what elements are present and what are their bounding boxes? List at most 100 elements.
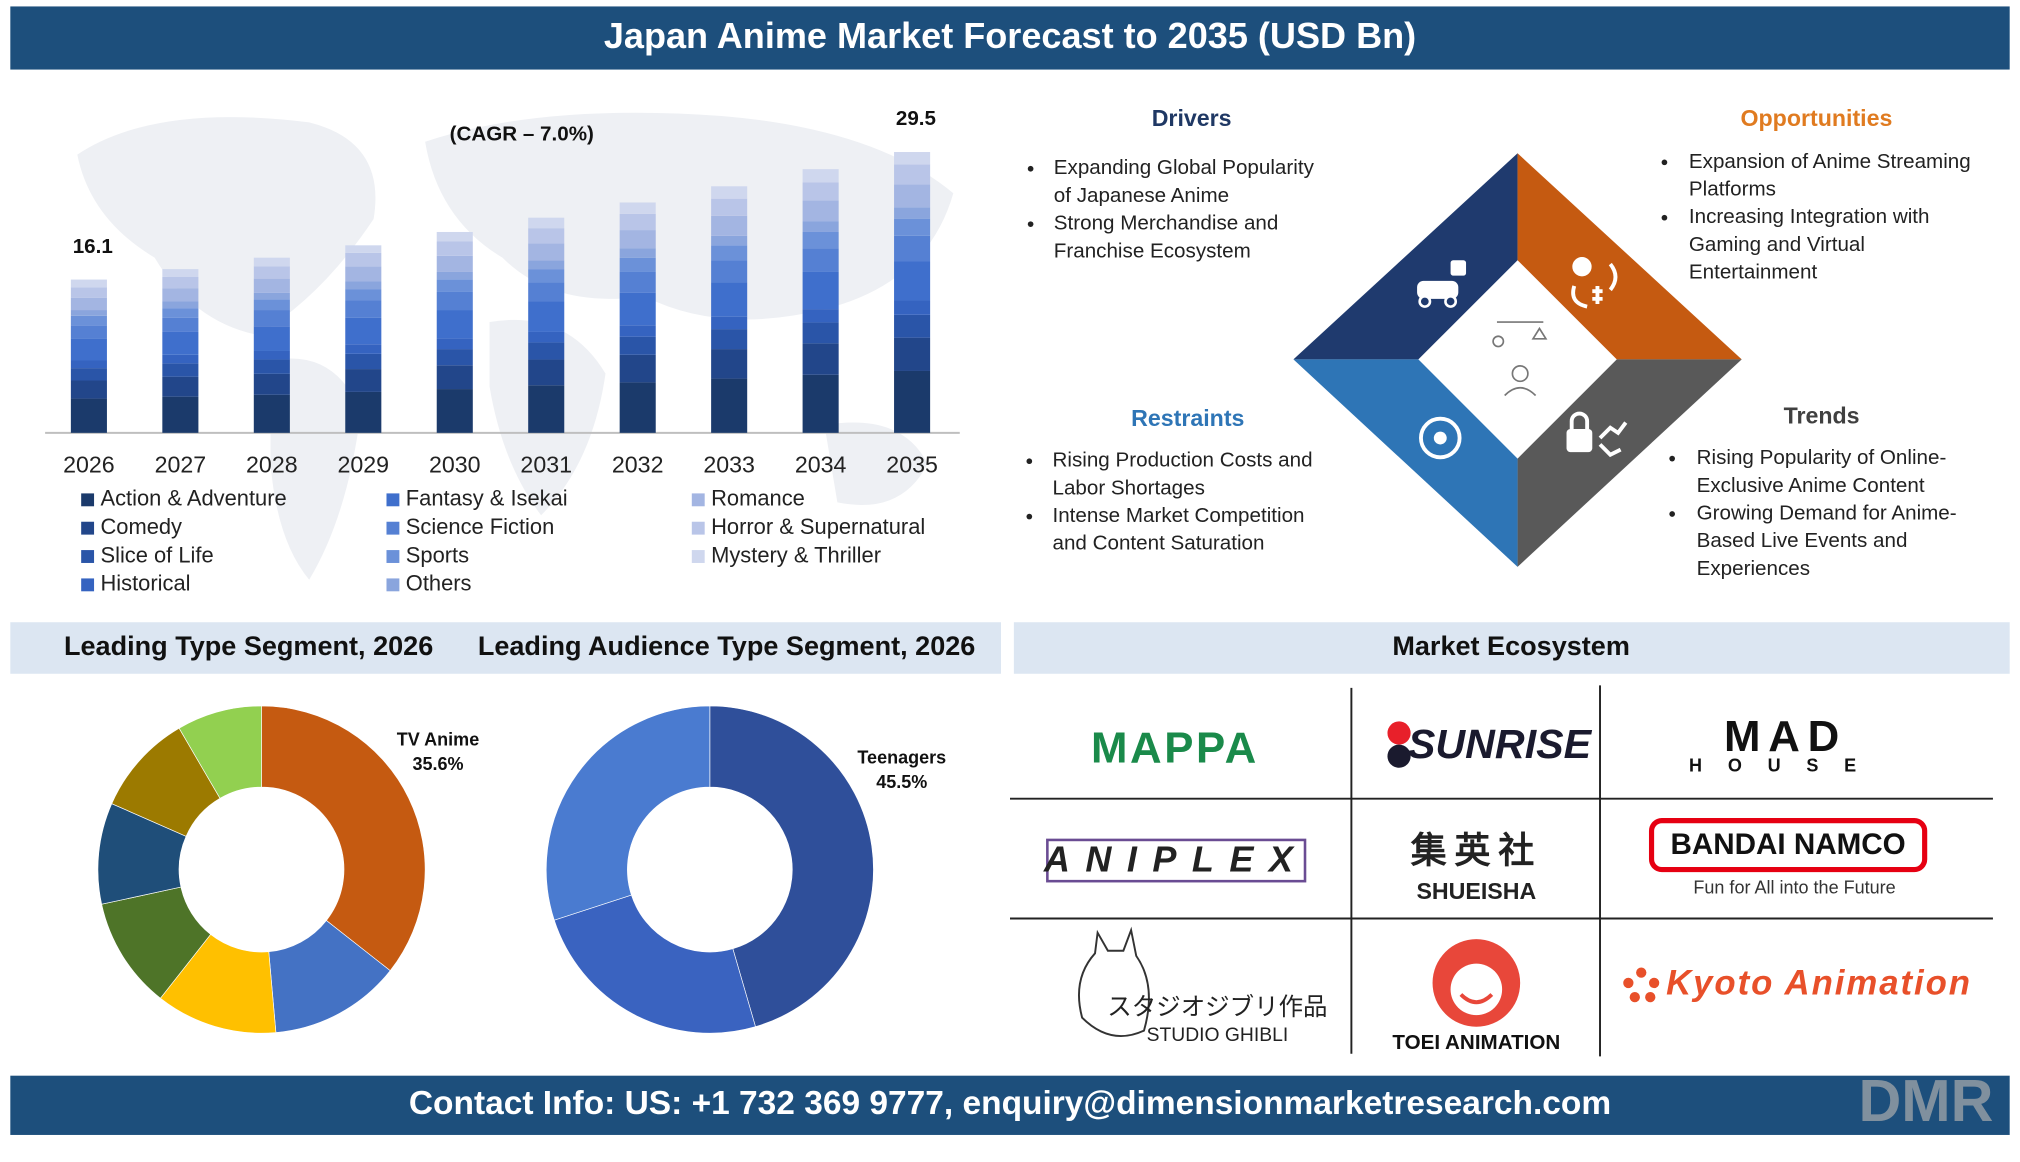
legend-swatch — [386, 550, 400, 563]
bar-segment — [162, 363, 199, 377]
bar-segment — [528, 385, 565, 433]
bar-segment — [70, 287, 107, 298]
x-tick-label: 2030 — [429, 451, 481, 477]
bar-segment — [528, 228, 565, 244]
map-backdrop — [77, 112, 954, 580]
legend-label: Mystery & Thriller — [711, 542, 881, 567]
bullet-text: Exclusive Anime Content — [1697, 474, 1925, 497]
bar-segment — [162, 276, 199, 289]
bar-segment — [619, 230, 656, 249]
footer-bar — [10, 1075, 2010, 1135]
bar-segment — [711, 235, 748, 246]
bar-segment — [436, 365, 473, 390]
bar-segment — [345, 281, 382, 290]
legend-swatch — [691, 493, 705, 507]
logo-box — [1046, 838, 1307, 883]
section-title: Market Ecosystem — [1392, 631, 1630, 661]
annotation: (CAGR – 7.0%) — [450, 123, 594, 146]
bar-segment — [253, 257, 290, 267]
bar-segment — [802, 374, 839, 433]
bar-segment — [528, 301, 565, 332]
logo-madhouse: MAD HOUSE — [1689, 712, 1882, 775]
logo-box — [1648, 818, 1928, 873]
bar-segment — [528, 260, 565, 270]
bar-segment — [711, 282, 748, 317]
bar-segment — [711, 245, 748, 261]
logo-tagline: HOUSE — [1689, 755, 1882, 775]
bar-segment — [253, 266, 290, 279]
legend-swatch — [386, 521, 400, 535]
bar-segment — [894, 370, 931, 433]
bar-segment — [894, 337, 931, 371]
donut-slice — [178, 705, 262, 799]
bar-segment — [802, 231, 839, 249]
bar-segment — [802, 248, 839, 272]
bullet-text: Growing Demand for Anime- — [1697, 501, 1957, 524]
section-band — [10, 622, 1001, 674]
slice-label: TV Anime — [397, 730, 479, 750]
bar-segment — [802, 182, 839, 201]
bar-segment — [70, 380, 107, 399]
bar-segment — [436, 291, 473, 311]
x-tick-label: 2028 — [246, 451, 298, 477]
factor-title: Drivers — [1152, 105, 1232, 131]
legend-swatch — [691, 521, 705, 535]
bar-segment — [619, 248, 656, 258]
bar-segment — [70, 310, 107, 316]
continent — [77, 117, 376, 335]
logo-text: 集英社 — [1410, 829, 1542, 870]
bullet-dot — [1027, 165, 1034, 172]
bullet-dot — [1669, 511, 1675, 517]
bar-segment — [711, 349, 748, 379]
x-tick-label: 2029 — [338, 451, 390, 477]
bar-segment — [436, 271, 473, 280]
bar-segment — [162, 376, 199, 397]
bar-segment — [894, 207, 931, 219]
bar-segment — [162, 269, 199, 277]
x-tick-label: 2035 — [886, 451, 938, 477]
bar-segment — [711, 215, 748, 236]
bar-segment — [528, 331, 565, 343]
legend-label: Sports — [406, 542, 469, 567]
bar-segment — [436, 349, 473, 366]
donut-slice — [709, 705, 874, 1028]
logo-text: SUNRISE — [1408, 721, 1593, 767]
bar-segment — [345, 266, 382, 282]
legend-swatch — [386, 578, 400, 592]
logo-text: TOEI ANIMATION — [1392, 1031, 1560, 1054]
bar-segment — [70, 398, 107, 433]
bar-segment — [894, 184, 931, 208]
bar-segment — [528, 217, 565, 229]
bar-segment — [711, 316, 748, 330]
logo-mark — [1459, 993, 1494, 1005]
logo-tagline: Fun for All into the Future — [1693, 878, 1895, 898]
legend-label: Fantasy & Isekai — [406, 486, 568, 511]
legend-label: Slice of Life — [100, 542, 213, 567]
bar-segment — [253, 350, 290, 360]
bar-segment — [711, 198, 748, 216]
bar-segment — [436, 338, 473, 350]
bar-segment — [619, 325, 656, 337]
legend-label: Comedy — [100, 514, 182, 539]
bullet-dot — [1661, 159, 1668, 166]
bar-segment — [253, 292, 290, 300]
bar-segment — [436, 389, 473, 433]
logo-bandai-namco: BANDAI NAMCO Fun for All into the Future — [1648, 818, 1928, 898]
opportunities-icon — [1571, 257, 1618, 309]
bar-segment — [711, 329, 748, 350]
bar-segment — [528, 243, 565, 261]
logo-mark — [1387, 721, 1411, 745]
bar-segment — [711, 378, 748, 433]
diamond-opportunities — [1517, 153, 1742, 360]
total-label: 16.1 — [73, 235, 113, 258]
bar-segment — [528, 269, 565, 283]
bullet-text: Increasing Integration with — [1689, 205, 1930, 228]
logo-mark — [1623, 967, 1660, 1003]
bar-segment — [345, 353, 382, 370]
bar-segment — [345, 300, 382, 318]
bar-segment — [70, 360, 107, 369]
bar-segment — [528, 342, 565, 360]
bullet-text: Rising Popularity of Online- — [1697, 446, 1947, 469]
logo-text: MAD — [1724, 712, 1847, 761]
